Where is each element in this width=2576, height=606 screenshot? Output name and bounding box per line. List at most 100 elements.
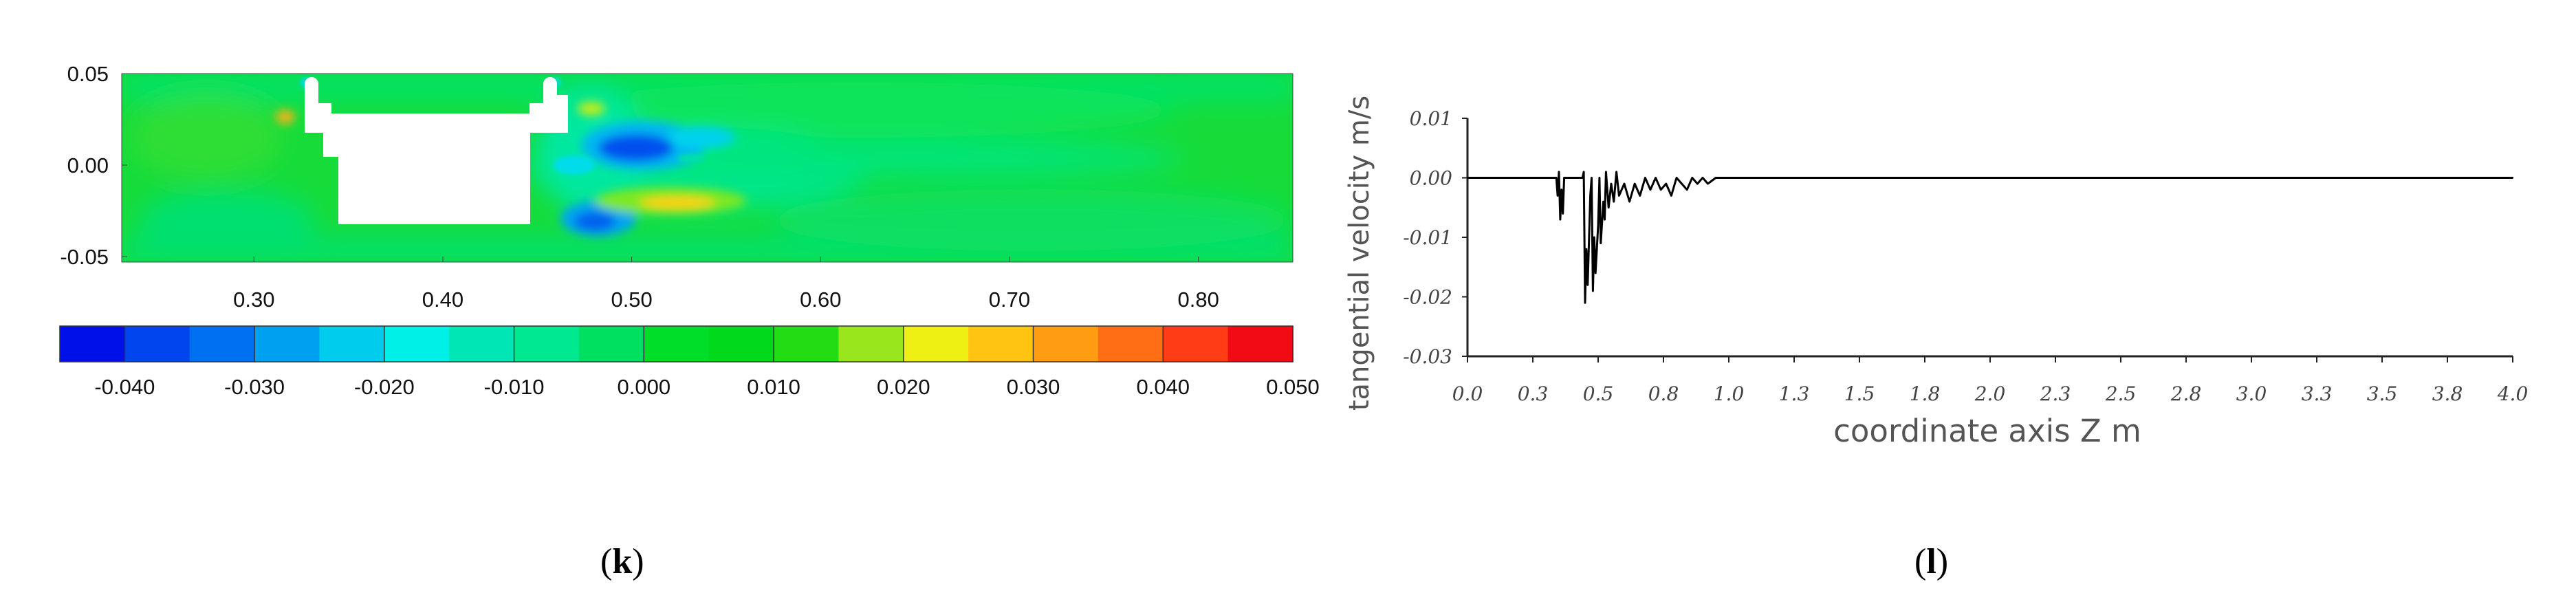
panel-label-k: (k) xyxy=(600,542,644,581)
series-point xyxy=(1562,213,1564,215)
colorbar-tick-label: -0.010 xyxy=(484,375,545,399)
heatmap-x-tick-label: 0.70 xyxy=(989,288,1030,312)
x-tick-label: 0.8 xyxy=(1648,382,1679,405)
series-point xyxy=(1649,188,1652,191)
line-chart-axes: 0.01 0.00 -0.01 -0.02 -0.030.0 0.3 0.5 0.8 1.0 1.… xyxy=(1403,107,2528,405)
x-tick-label: 0.5 xyxy=(1583,382,1614,405)
series-point xyxy=(1604,218,1606,221)
colorbar-tick-label: -0.030 xyxy=(224,375,285,399)
line-chart-panel: 0.01 0.00 -0.01 -0.02 -0.030.0 0.3 0.5 0.8 1.0 1.… xyxy=(1344,96,2528,449)
series-point xyxy=(1681,182,1683,185)
heatmap-x-tick-label: 0.80 xyxy=(1177,288,1219,312)
series-point xyxy=(1644,177,1646,179)
y-tick-label: -0.01 xyxy=(1403,226,1452,249)
colorbar-segment xyxy=(1227,326,1294,362)
x-tick-label: 3.3 xyxy=(2302,382,2333,405)
colorbar: -0.040 -0.030 -0.020 -0.010 0.000 0.010 0.020 0… xyxy=(59,325,1320,399)
series-point xyxy=(1696,182,1699,185)
colorbar-segment xyxy=(319,326,385,362)
series-point xyxy=(1556,177,1558,179)
colorbar-segment xyxy=(1163,326,1229,362)
panel-label-l: (l) xyxy=(1914,542,1949,581)
series-point xyxy=(1618,195,1620,197)
x-tick-label: 2.8 xyxy=(2170,382,2202,405)
colorbar-segment xyxy=(968,326,1034,362)
colorbar-tick-label: 0.020 xyxy=(877,375,930,399)
x-tick-label: 2.0 xyxy=(1974,382,2006,405)
colorbar-segment xyxy=(514,326,580,362)
series-point xyxy=(1600,242,1602,244)
series-points xyxy=(1466,171,2514,304)
series-point xyxy=(1780,177,1782,179)
series-point xyxy=(1585,248,1588,250)
series-point xyxy=(1686,188,1688,191)
series-point xyxy=(2511,177,2514,179)
series-point xyxy=(1691,177,1693,179)
colorbar-segment xyxy=(449,326,515,362)
series-point xyxy=(1586,284,1589,286)
heatmap-x-tick-label: 0.40 xyxy=(422,288,463,312)
series-point xyxy=(1615,171,1617,173)
colorbar-segment xyxy=(903,326,969,362)
series-point xyxy=(1610,182,1613,185)
series-point xyxy=(1582,177,1584,179)
colorbar-tick-label: 0.000 xyxy=(618,375,671,399)
series-point xyxy=(1639,195,1641,197)
series-point xyxy=(1598,177,1601,179)
series-point xyxy=(1559,218,1562,221)
x-tick-label: 2.3 xyxy=(2040,382,2071,405)
y-tick-label: 0.01 xyxy=(1410,107,1452,130)
heatmap-frame xyxy=(121,73,1294,263)
series-point xyxy=(1714,177,1717,179)
x-tick-label: 4.0 xyxy=(2497,382,2529,405)
x-tick-label: 1.0 xyxy=(1714,382,1745,405)
series-point xyxy=(1989,177,1991,179)
y-tick-label: 0.00 xyxy=(1410,167,1452,190)
colorbar-segment xyxy=(1098,326,1164,362)
heatmap-x-tick-label: 0.30 xyxy=(233,288,274,312)
y-tick-label: -0.02 xyxy=(1403,286,1452,309)
series-point xyxy=(1602,200,1604,203)
y-tick-label: -0.03 xyxy=(1403,345,1452,368)
x-tick-label: 2.5 xyxy=(2105,382,2137,405)
series-point xyxy=(1605,171,1607,173)
colorbar-segment xyxy=(708,326,774,362)
heatmap-x-tick-label: 0.50 xyxy=(611,288,652,312)
colorbar-segment xyxy=(384,326,450,362)
colorbar-tick-label: 0.050 xyxy=(1266,375,1320,399)
colorbar-segment xyxy=(838,326,904,362)
colorbar-segment xyxy=(124,326,190,362)
x-axis-label: coordinate axis Z m xyxy=(1833,413,2141,449)
colorbar-segment xyxy=(254,326,320,362)
series-point xyxy=(1660,188,1662,191)
colorbar-segment xyxy=(578,326,644,362)
colorbar-segment xyxy=(774,326,839,362)
heatmap-y-tick-label: 0.05 xyxy=(67,62,109,86)
series-point xyxy=(1675,177,1678,179)
heatmap-vortices xyxy=(276,102,746,237)
y-axis-label: tangential velocity m/s xyxy=(1344,96,1375,411)
series-point xyxy=(1613,200,1615,203)
series-point xyxy=(1608,206,1610,208)
heatmap-panel: 0.30 0.40 0.50 0.60 0.70 0.80 0.05 0.00 -0.05 -0… xyxy=(59,62,1320,399)
heatmap-field xyxy=(122,74,1293,262)
series-point xyxy=(1558,171,1560,173)
x-tick-label: 1.8 xyxy=(1910,382,1941,405)
heatmap-y-tick-label: -0.05 xyxy=(60,245,109,269)
series-point xyxy=(1584,301,1586,304)
heatmap-axes: 0.30 0.40 0.50 0.60 0.70 0.80 0.05 0.00 -0.05 xyxy=(60,62,1219,312)
series-point xyxy=(1754,177,1756,179)
heatmap-y-tick-label: 0.00 xyxy=(67,153,109,177)
series-line xyxy=(1467,171,2513,304)
series-point xyxy=(1556,195,1559,197)
colorbar-segment xyxy=(60,326,125,362)
obstacle-shape xyxy=(305,77,568,224)
series-point xyxy=(1597,224,1600,226)
x-tick-label: 3.0 xyxy=(2236,382,2267,405)
series-point xyxy=(1634,182,1636,185)
series-point xyxy=(1701,177,1704,179)
colorbar-tick-label: -0.040 xyxy=(94,375,155,399)
series-point xyxy=(1665,182,1667,185)
series-point xyxy=(1623,182,1626,185)
